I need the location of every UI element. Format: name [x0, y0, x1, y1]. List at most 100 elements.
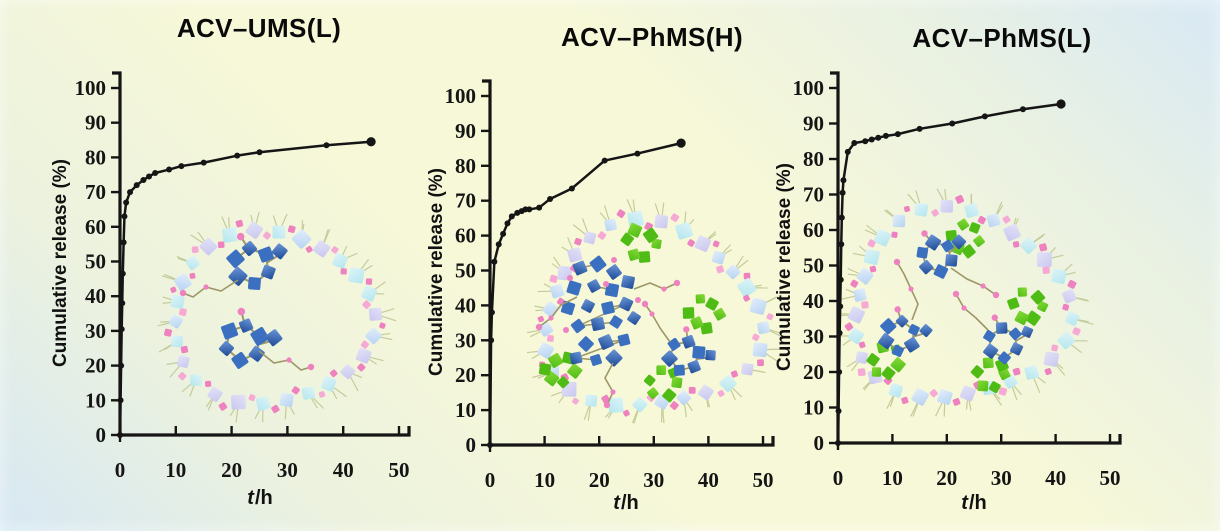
phenyl-cluster	[945, 218, 985, 259]
linker-dot	[641, 300, 649, 308]
y-axis-label: Cumulative release (%)	[50, 158, 71, 368]
x-tick-label: 0	[485, 468, 496, 492]
data-point	[837, 303, 844, 310]
acv-molecule	[661, 326, 716, 376]
linker-dot	[179, 289, 187, 297]
x-tick-label: 20	[221, 458, 242, 482]
axes: 0 10 20 30 40 50 60 70 80 90 100 0 10 20 30 40 50	[793, 71, 1122, 490]
y-tick-label: 60	[455, 224, 476, 248]
linker-dot	[307, 363, 315, 371]
x-tick-label: 50	[389, 458, 410, 482]
y-tick-label: 80	[455, 154, 476, 178]
x-tick-label: 10	[882, 466, 903, 490]
data-point	[836, 329, 843, 336]
phenyl-cluster	[643, 365, 683, 403]
linker-chain	[258, 350, 312, 371]
y-tick-label: 0	[814, 431, 825, 455]
x-axis-variable: t	[613, 492, 620, 514]
data-point	[500, 230, 507, 237]
y-tick-label: 10	[85, 388, 106, 412]
data-point	[178, 163, 185, 170]
data-point	[200, 159, 207, 166]
y-tick-label: 20	[455, 363, 476, 387]
data-point	[875, 134, 882, 141]
x-tick-label: 30	[643, 468, 664, 492]
data-point	[488, 309, 495, 316]
linker-dot	[952, 290, 960, 298]
release-curve	[487, 138, 686, 448]
data-point	[256, 149, 263, 156]
y-tick-label: 10	[455, 398, 476, 422]
y-tick-label: 30	[803, 325, 824, 349]
chart-title-acv-phms-l: ACV–PhMS(L)	[912, 23, 1092, 53]
data-point	[838, 241, 845, 248]
data-point	[123, 199, 130, 206]
acv-molecule	[983, 314, 1034, 365]
data-point	[117, 397, 124, 404]
y-tick-label: 0	[466, 433, 477, 457]
x-tick-label: 10	[534, 468, 555, 492]
linker-dot	[673, 279, 681, 287]
chart-title-acv-ums-l: ACV–UMS(L)	[176, 13, 342, 43]
data-point	[526, 206, 533, 213]
y-tick-label: 40	[803, 289, 824, 313]
x-tick-label: 40	[1045, 466, 1066, 490]
y-tick-label: 50	[85, 250, 106, 274]
data-point	[118, 326, 125, 333]
linker-chain	[644, 303, 671, 343]
linker-dot	[661, 286, 667, 292]
linker-dot	[203, 284, 209, 290]
axes: 0 10 20 30 40 50 60 70 80 90 100 0 10 20 30 40 50	[445, 79, 775, 492]
x-tick-label: 30	[277, 458, 298, 482]
y-tick-label: 90	[803, 112, 824, 136]
data-point	[120, 239, 127, 246]
linker-dot	[535, 323, 543, 331]
data-point	[949, 120, 956, 127]
x-axis-label: t/h	[613, 492, 638, 515]
acv-molecule-cluster	[560, 255, 641, 367]
linker-dot	[649, 311, 655, 317]
data-point	[234, 152, 241, 159]
data-point	[634, 150, 641, 157]
data-point	[508, 213, 515, 220]
data-point	[568, 185, 575, 192]
x-axis-unit: /h	[620, 492, 639, 514]
silica-ring	[526, 199, 782, 424]
x-tick-label: 10	[165, 458, 186, 482]
data-point	[127, 189, 134, 196]
data-point	[119, 270, 126, 277]
x-tick-label: 0	[115, 458, 126, 482]
y-tick-label: 30	[455, 328, 476, 352]
y-tick-label: 0	[96, 423, 107, 447]
x-tick-label: 50	[1100, 466, 1121, 490]
linker-chain	[955, 293, 989, 331]
data-point	[121, 213, 128, 220]
y-tick-label: 40	[455, 293, 476, 317]
x-tick-label: 30	[991, 466, 1012, 490]
data-point	[487, 442, 493, 448]
y-tick-label: 50	[803, 254, 824, 278]
data-point	[836, 369, 843, 375]
x-tick-label: 20	[936, 466, 957, 490]
linker-dot	[980, 283, 986, 289]
linker-dot	[961, 305, 967, 311]
x-axis-label: t/h	[247, 487, 272, 510]
data-point	[323, 142, 330, 149]
silica-ring	[838, 188, 1094, 417]
data-point	[152, 170, 159, 177]
linker-dot	[603, 401, 611, 409]
data-point	[119, 300, 126, 307]
data-point	[851, 140, 858, 147]
chart-2: 0 10 20 30 40 50 60 70 80 90 100 0 10 20 30 40 50	[793, 71, 1122, 490]
y-tick-label: 30	[85, 319, 106, 343]
x-axis-unit: /h	[254, 487, 273, 509]
data-point	[118, 362, 125, 369]
data-point	[676, 138, 686, 148]
x-tick-label: 0	[833, 466, 844, 490]
data-point	[844, 148, 851, 155]
data-point	[838, 214, 845, 221]
data-point	[366, 137, 376, 147]
x-axis-unit: /h	[968, 492, 987, 514]
